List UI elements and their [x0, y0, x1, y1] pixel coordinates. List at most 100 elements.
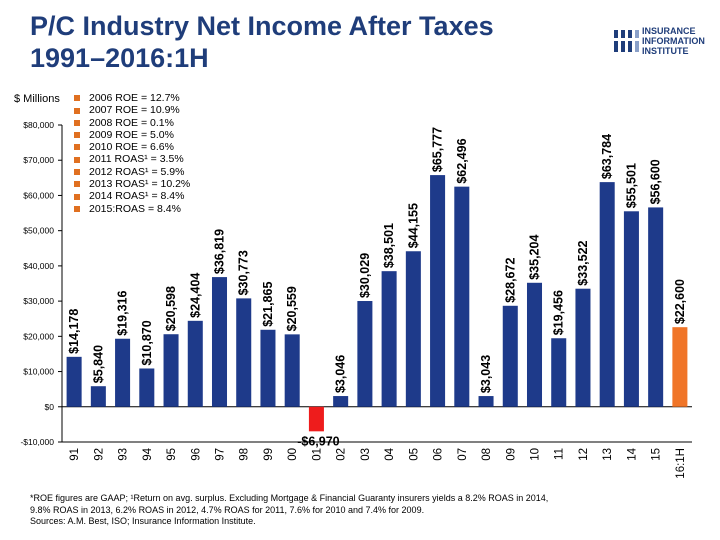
category-label: 04: [384, 447, 396, 460]
category-label: 05: [408, 448, 420, 461]
data-label: $20,598: [164, 286, 178, 331]
legend-swatch: [74, 119, 80, 126]
legend-swatch: [74, 156, 80, 163]
category-label: 07: [457, 448, 469, 461]
data-label: $44,155: [406, 203, 420, 248]
bar: [502, 305, 518, 407]
category-label: 93: [118, 448, 130, 461]
category-label: 91: [69, 448, 81, 461]
y-tick-label: $30,000: [23, 296, 54, 306]
category-label: 06: [433, 448, 445, 461]
legend: 2006 ROE = 12.7% 2007 ROE = 10.9% 2008 ROE…: [74, 92, 190, 215]
bar: [551, 338, 567, 407]
bar: [90, 386, 106, 407]
legend-label: 2014 ROAS¹ = 8.4%: [89, 190, 185, 203]
data-label: $19,456: [552, 290, 566, 335]
legend-label: 2008 ROE = 0.1%: [89, 116, 174, 129]
category-label: 03: [360, 448, 372, 461]
legend-swatch: [74, 193, 80, 200]
bar: [478, 396, 494, 407]
legend-swatch: [74, 144, 80, 151]
category-label: 02: [336, 448, 348, 461]
y-tick-label: $40,000: [23, 261, 54, 271]
bar: [405, 251, 421, 407]
category-label: 08: [481, 448, 493, 461]
logo-line1: INSURANCE: [642, 26, 696, 36]
y-tick-label: $60,000: [23, 190, 54, 200]
data-label: $20,559: [285, 286, 299, 331]
footnote-line2: 9.8% ROAS in 2013, 6.2% ROAS in 2012, 4.…: [30, 504, 425, 515]
category-label: 92: [93, 448, 105, 461]
bar: [575, 288, 591, 407]
legend-swatch: [74, 95, 80, 102]
chart-title: P/C Industry Net Income After Taxes 1991…: [30, 10, 590, 74]
iii-logo-icon: [612, 30, 642, 52]
bar: [599, 182, 615, 407]
data-label: $3,043: [479, 355, 493, 393]
bar: [115, 338, 131, 407]
legend-label: 2015:ROAS = 8.4%: [89, 202, 181, 215]
category-label: 16:1H: [675, 448, 687, 479]
legend-item: 2009 ROE = 5.0%: [74, 129, 190, 141]
data-label: $62,496: [455, 138, 469, 183]
data-label: -$6,970: [297, 434, 339, 448]
data-label: $56,600: [649, 159, 663, 204]
data-label: $65,777: [431, 127, 445, 172]
legend-label: 2011 ROAS¹ = 3.5%: [89, 153, 184, 166]
legend-item: 2008 ROE = 0.1%: [74, 117, 190, 129]
category-label: 96: [190, 448, 202, 461]
category-label: 10: [530, 448, 542, 461]
category-label: 01: [311, 448, 323, 461]
legend-label: 2006 ROE = 12.7%: [89, 92, 180, 104]
bar: [163, 334, 179, 407]
legend-swatch: [74, 107, 80, 114]
bar: [333, 396, 349, 407]
legend-item: 2014 ROAS¹ = 8.4%: [74, 190, 190, 202]
data-label: $5,840: [91, 345, 105, 383]
legend-label: 2009 ROE = 5.0%: [89, 128, 174, 141]
bar: [66, 356, 82, 407]
legend-label: 2007 ROE = 10.9%: [89, 104, 180, 117]
bar: [260, 329, 276, 407]
category-label: 09: [505, 448, 517, 461]
legend-item: 2007 ROE = 10.9%: [74, 104, 190, 116]
category-label: 95: [166, 448, 178, 461]
iii-logo-text: INSURANCE INFORMATION INSTITUTE: [642, 26, 705, 56]
y-axis-label: $ Millions: [14, 93, 60, 105]
logo-line2: INFORMATION: [642, 36, 705, 46]
bar: [308, 406, 324, 432]
bar: [623, 211, 639, 407]
category-label: 99: [263, 448, 275, 461]
category-label: 14: [626, 447, 638, 460]
y-tick-label: $0: [45, 402, 55, 412]
legend-swatch: [74, 181, 80, 188]
category-label: 13: [602, 448, 614, 461]
bar: [648, 207, 664, 407]
y-tick-label: $80,000: [23, 120, 54, 130]
category-label: 12: [578, 448, 590, 461]
y-tick-label: $70,000: [23, 155, 54, 165]
category-label: 94: [142, 447, 154, 460]
bar: [381, 271, 397, 407]
data-label: $36,819: [213, 229, 227, 274]
bar: [526, 282, 543, 407]
bar: [236, 298, 252, 407]
category-label: 00: [287, 448, 299, 461]
category-label: 97: [215, 448, 227, 461]
category-label: 98: [239, 448, 251, 461]
data-label: $22,600: [673, 279, 687, 324]
legend-item: 2015:ROAS = 8.4%: [74, 203, 190, 215]
logo-line3: INSTITUTE: [642, 46, 689, 56]
data-label: $19,316: [116, 291, 130, 336]
bar: [139, 368, 155, 407]
bar: [672, 327, 688, 407]
data-label: $10,870: [140, 320, 154, 365]
data-label: $30,029: [358, 253, 372, 298]
data-label: $63,784: [600, 134, 614, 179]
legend-item: 2013 ROAS¹ = 10.2%: [74, 178, 190, 190]
y-tick-label: $20,000: [23, 331, 54, 341]
legend-label: 2012 ROAS¹ = 5.9%: [89, 165, 185, 178]
footnote: *ROE figures are GAAP; ¹Return on avg. s…: [30, 493, 680, 528]
y-tick-label: -$10,000: [20, 437, 54, 447]
